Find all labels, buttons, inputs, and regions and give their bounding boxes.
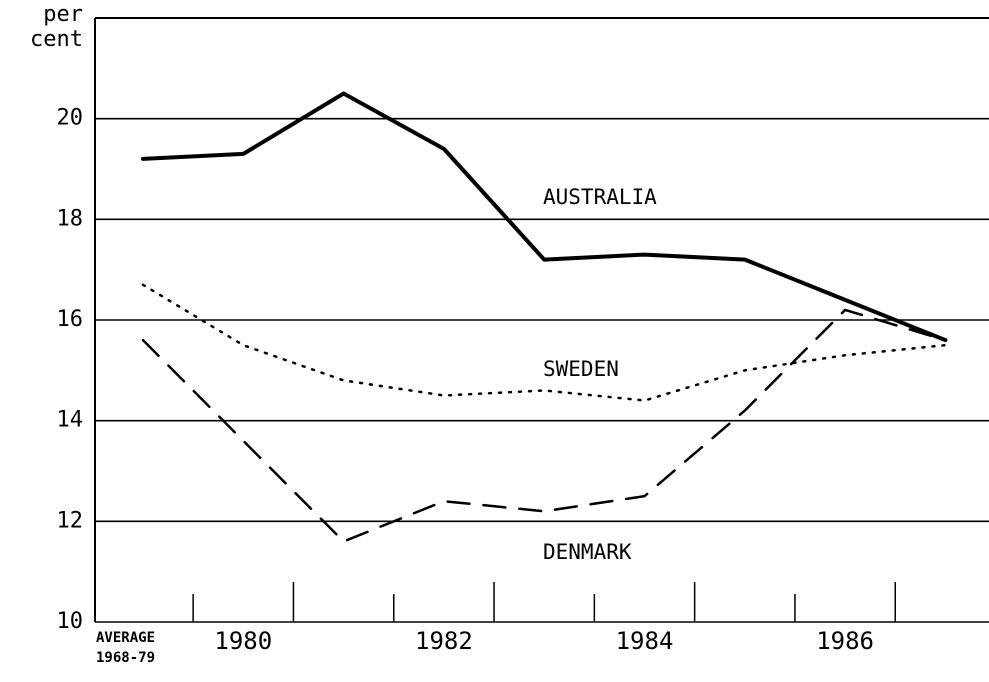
y-tick-label: 18: [57, 206, 84, 231]
x-tick-label: 1986: [816, 627, 874, 655]
y-axis-label: per cent: [30, 2, 83, 53]
series-label: AUSTRALIA: [543, 185, 657, 209]
y-tick-label: 12: [57, 508, 84, 533]
series-label: SWEDEN: [543, 357, 619, 381]
x-tick-label: 1982: [415, 627, 473, 655]
series-line: [141, 91, 948, 343]
y-tick-label: 14: [57, 408, 84, 433]
x-tick-label: 1984: [616, 627, 674, 655]
y-tick-label: 10: [57, 609, 84, 634]
x-tick-label: AVERAGE 1968-79: [96, 630, 156, 667]
series-line: [141, 308, 947, 543]
y-tick-label: 16: [57, 307, 84, 332]
x-tick-label: 1980: [214, 627, 272, 655]
series-line: [141, 283, 947, 402]
y-tick-label: 20: [57, 106, 84, 131]
series-label: DENMARK: [543, 540, 632, 564]
